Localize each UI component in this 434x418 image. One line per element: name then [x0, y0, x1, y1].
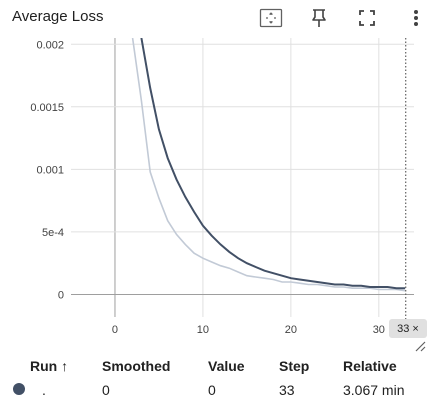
- step-indicator-value: 33: [397, 322, 410, 335]
- chart-area[interactable]: 0 10 20 30 0 5e-4 0.001 0.0015 0.002: [0, 38, 434, 350]
- y-tick-label: 0: [58, 289, 64, 301]
- chart-title: Average Loss: [12, 8, 104, 25]
- raw-series-line: [131, 38, 406, 292]
- fit-domain-button[interactable]: [258, 5, 284, 31]
- y-tick-label: 5e-4: [42, 227, 64, 239]
- step-indicator: 33 ×: [389, 319, 427, 338]
- line-chart[interactable]: 0 10 20 30 0 5e-4 0.001 0.0015 0.002: [0, 38, 434, 350]
- legend-header-run[interactable]: Run ↑: [30, 358, 69, 374]
- more-options-button[interactable]: [403, 5, 429, 31]
- legend-smoothed-value: 0: [102, 382, 110, 398]
- legend-header-row: Run ↑ Smoothed Value Step Relative: [12, 356, 423, 376]
- pin-icon: [312, 9, 326, 27]
- legend-value: 0: [208, 382, 216, 398]
- y-tick-label: 0.0015: [30, 102, 64, 114]
- y-tick-label: 0.002: [36, 39, 64, 51]
- x-tick-label: 30: [373, 324, 385, 336]
- y-tick-label: 0.001: [36, 164, 64, 176]
- x-tick-label: 10: [197, 324, 209, 336]
- legend-relative: 3.067 min: [343, 382, 405, 398]
- pin-button[interactable]: [306, 5, 332, 31]
- fullscreen-icon: [359, 10, 375, 26]
- legend-header-relative[interactable]: Relative: [343, 358, 397, 374]
- legend-header-swatch: [12, 356, 30, 376]
- smoothed-series-line: [140, 38, 406, 290]
- legend-header-smoothed[interactable]: Smoothed: [102, 358, 171, 374]
- fit-domain-icon: [259, 8, 283, 28]
- legend-row: . 0 0 33 3.067 min: [12, 376, 423, 404]
- legend-swatch: [12, 376, 30, 404]
- fullscreen-button[interactable]: [354, 5, 380, 31]
- card-header: Average Loss: [0, 0, 434, 36]
- legend-header-value[interactable]: Value: [208, 358, 245, 374]
- legend-header-step[interactable]: Step: [279, 358, 310, 374]
- more-vert-icon: [414, 10, 418, 26]
- legend-step: 33: [279, 382, 295, 398]
- legend-run-name: .: [42, 382, 46, 398]
- run-color-dot-icon: [13, 382, 25, 395]
- resize-handle-icon[interactable]: [414, 340, 426, 352]
- x-tick-label: 20: [285, 324, 297, 336]
- close-icon[interactable]: ×: [412, 322, 419, 335]
- x-tick-label: 0: [112, 324, 118, 336]
- legend-table: Run ↑ Smoothed Value Step Relative . 0 0…: [12, 356, 423, 404]
